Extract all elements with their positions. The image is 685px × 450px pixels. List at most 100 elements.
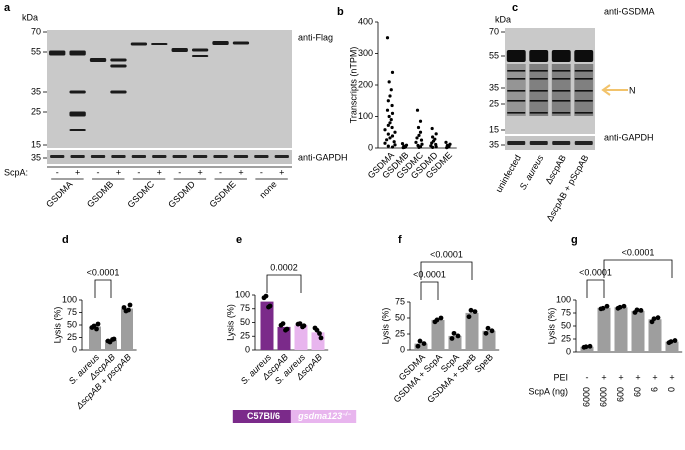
bar xyxy=(648,319,662,352)
treatment-sign: - xyxy=(178,167,181,177)
data-point xyxy=(388,121,392,125)
data-point xyxy=(434,145,438,149)
blot-band xyxy=(507,78,526,80)
panel-label: e xyxy=(236,234,242,246)
y-tick-label: 0 xyxy=(566,346,571,356)
blot-band xyxy=(69,90,86,94)
bar xyxy=(294,325,308,350)
data-point xyxy=(389,88,393,92)
blot-band xyxy=(110,90,127,94)
group-label-text: gsdma123 xyxy=(297,411,342,421)
data-point xyxy=(634,307,640,313)
p-value: 0.0002 xyxy=(270,262,298,272)
y-tick-label: 25 xyxy=(67,332,77,342)
data-point xyxy=(388,94,392,98)
lane-label: GSDMD xyxy=(166,179,197,210)
blot-band xyxy=(191,48,209,52)
data-point xyxy=(401,146,405,150)
arrow-label: N xyxy=(629,85,636,95)
data-point xyxy=(389,118,393,122)
group-label-text: C57Bl/6 xyxy=(247,411,280,421)
significance-bracket xyxy=(586,279,605,298)
data-point xyxy=(421,341,427,346)
blot-band xyxy=(49,50,66,56)
blot-band xyxy=(171,48,188,52)
data-point xyxy=(445,146,449,150)
marker-label: 15 xyxy=(489,124,499,134)
y-tick-label: 200 xyxy=(358,79,373,89)
data-point xyxy=(388,136,392,140)
y-tick-label: 100 xyxy=(358,111,373,121)
bar xyxy=(665,341,679,352)
blot-band xyxy=(111,155,126,158)
blot-band xyxy=(507,141,526,145)
data-point xyxy=(127,302,133,308)
data-point xyxy=(431,135,435,139)
blot-band xyxy=(552,90,571,92)
bar xyxy=(105,340,117,350)
data-point xyxy=(121,305,127,310)
significance-bracket xyxy=(603,259,673,278)
data-point xyxy=(430,126,434,131)
data-point xyxy=(392,140,396,144)
data-point xyxy=(318,335,324,341)
blot-band xyxy=(552,141,571,145)
data-point xyxy=(444,140,448,144)
treatment-sign: + xyxy=(197,167,202,177)
data-point xyxy=(390,134,395,138)
row-value: + xyxy=(669,372,674,382)
data-point xyxy=(387,80,391,84)
bar xyxy=(260,301,274,350)
group-box xyxy=(290,410,357,423)
treatment-sign: - xyxy=(260,167,263,177)
y-tick-label: 25 xyxy=(240,331,250,341)
blot-band xyxy=(69,111,86,117)
data-point xyxy=(638,308,644,313)
marker-label: 35 xyxy=(489,139,499,149)
data-point xyxy=(390,70,395,74)
blot-band xyxy=(172,155,187,158)
data-point xyxy=(126,307,131,313)
data-point xyxy=(417,133,421,137)
marker-label: 70 xyxy=(31,26,41,36)
y-tick-label: 50 xyxy=(240,317,250,327)
treatment-sign: + xyxy=(238,167,243,177)
blot-band xyxy=(529,100,548,102)
data-point xyxy=(94,326,99,332)
blot-band xyxy=(89,58,107,62)
y-tick-label: 50 xyxy=(395,312,405,322)
data-point xyxy=(420,142,424,146)
blot-band xyxy=(529,50,549,62)
y-tick-label: 100 xyxy=(556,294,571,304)
group-label: gsdma123−/− xyxy=(297,411,351,421)
panel-label: d xyxy=(62,234,69,246)
y-tick-label: 75 xyxy=(395,296,405,306)
blot-band xyxy=(529,70,548,72)
p-value: <0.0001 xyxy=(579,267,612,277)
marker-label: 35 xyxy=(31,86,41,96)
blot-band xyxy=(507,90,526,92)
bar xyxy=(631,310,645,352)
row-value: 6000 xyxy=(581,387,591,407)
blot-band xyxy=(552,78,571,80)
blot-band xyxy=(69,50,86,56)
blot-band xyxy=(574,100,593,102)
data-point xyxy=(385,138,389,142)
data-point xyxy=(417,338,423,344)
blot-band xyxy=(574,78,593,80)
data-point xyxy=(110,337,115,342)
data-point xyxy=(434,132,438,136)
y-tick-label: 75 xyxy=(240,303,250,313)
data-point xyxy=(430,141,434,145)
p-value: <0.0001 xyxy=(430,249,463,259)
y-tick-label: 0 xyxy=(245,344,250,354)
p-value: <0.0001 xyxy=(622,247,655,257)
treatment-sign: + xyxy=(116,167,121,177)
y-tick-label: 75 xyxy=(561,307,571,317)
blot-band xyxy=(232,41,250,45)
data-point xyxy=(417,145,421,149)
y-tick-label: 50 xyxy=(561,320,571,330)
lane-label: GSDMB xyxy=(85,179,115,209)
treatment-sign: - xyxy=(137,167,140,177)
data-point xyxy=(297,321,303,326)
